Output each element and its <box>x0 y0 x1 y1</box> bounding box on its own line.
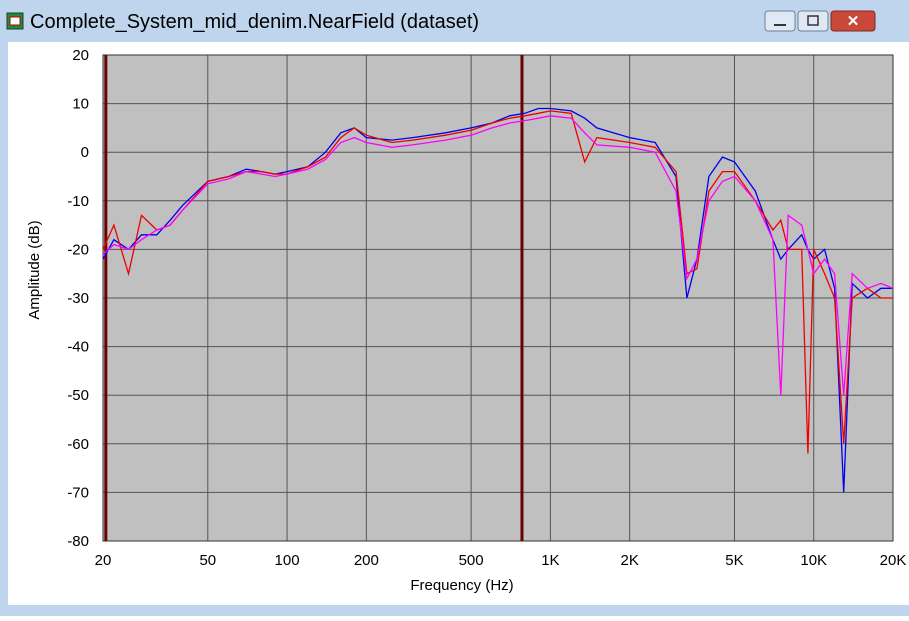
y-tick-label: -50 <box>67 387 89 404</box>
app-icon-inner <box>9 16 21 26</box>
close-button[interactable] <box>830 10 876 32</box>
window-title: Complete_System_mid_denim.NearField (dat… <box>30 11 479 33</box>
x-axis-label: Frequency (Hz) <box>410 577 513 594</box>
x-tick-label: 200 <box>354 552 379 569</box>
y-tick-label: -30 <box>67 290 89 307</box>
series-line <box>102 110 893 454</box>
y-tick-label: 0 <box>81 144 89 161</box>
y-tick-label: 10 <box>72 96 89 113</box>
y-tick-label: -60 <box>67 436 89 453</box>
y-axis-label: Amplitude (dB) <box>26 220 43 319</box>
y-tick-label: -20 <box>67 241 89 258</box>
y-tick-label: -80 <box>67 533 89 550</box>
x-tick-label: 2K <box>620 552 638 569</box>
series-line <box>102 107 893 493</box>
x-tick-label: 1K <box>541 552 559 569</box>
x-tick-label: 50 <box>199 552 216 569</box>
series-line <box>102 115 894 396</box>
y-tick-label: -70 <box>67 484 89 501</box>
x-tick-label: 10K <box>800 552 827 569</box>
minimize-button[interactable] <box>764 10 796 32</box>
x-tick-label: 20 <box>95 552 112 569</box>
close-icon: ✕ <box>847 13 860 30</box>
y-tick-label: -10 <box>67 193 89 210</box>
x-tick-label: 5K <box>725 552 743 569</box>
y-tick-label: -40 <box>67 339 89 356</box>
maximize-button[interactable] <box>797 10 829 32</box>
y-tick-label: 20 <box>72 47 89 64</box>
x-tick-label: 20K <box>880 552 907 569</box>
x-tick-label: 500 <box>459 552 484 569</box>
x-tick-label: 100 <box>275 552 300 569</box>
maximize-icon <box>807 15 819 26</box>
